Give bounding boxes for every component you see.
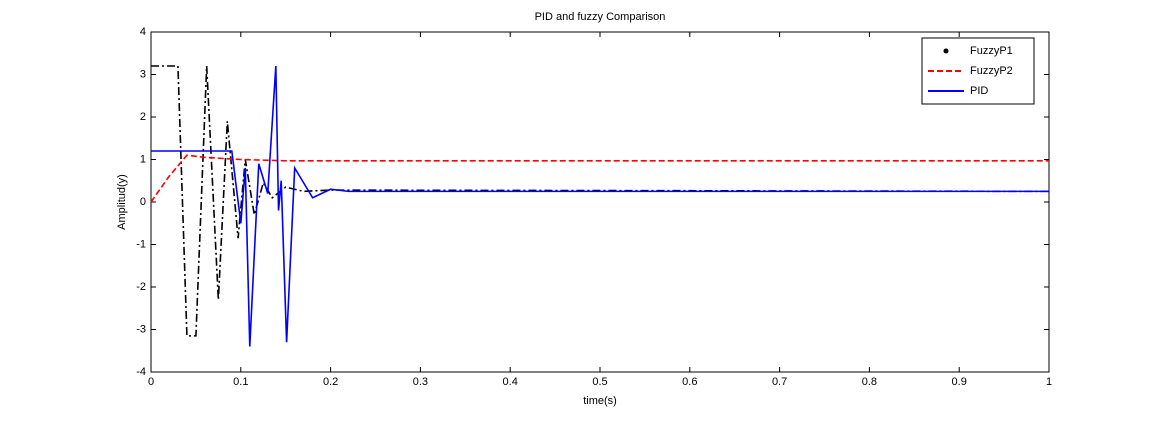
y-axis-label: Amplitud(y) (116, 174, 128, 230)
legend-marker (943, 48, 949, 54)
x-tick-label: 0.3 (413, 376, 428, 388)
plot-area (150, 31, 1050, 373)
x-tick-label: 0.4 (503, 376, 518, 388)
x-tick-label: 0.9 (952, 376, 967, 388)
legend-label: FuzzyP1 (970, 45, 1013, 57)
series-line (150, 154, 1049, 203)
x-tick-label: 0 (148, 376, 154, 388)
y-tick-label: 0 (140, 196, 146, 208)
x-tick-label: 0.6 (682, 376, 697, 388)
x-tick-label: 1 (1046, 376, 1052, 388)
x-tick-label: 0.1 (233, 376, 248, 388)
series-line (151, 65, 1050, 337)
y-tick-label: 4 (140, 26, 146, 38)
y-tick-label: -4 (136, 366, 146, 378)
legend-label: PID (970, 85, 988, 97)
chart-title: PID and fuzzy Comparison (535, 11, 666, 23)
x-axis-label: time(s) (583, 395, 617, 407)
legend-label: FuzzyP2 (970, 65, 1013, 77)
x-tick-label: 0.8 (862, 376, 877, 388)
x-tick-label: 0.7 (772, 376, 787, 388)
y-tick-label: 3 (140, 68, 146, 80)
x-tick-label: 0.5 (592, 376, 607, 388)
series-line (151, 65, 1049, 347)
y-tick-label: -1 (136, 238, 146, 250)
x-tick-label: 0.2 (323, 376, 338, 388)
y-tick-label: 1 (140, 153, 146, 165)
y-tick-label: 2 (140, 111, 146, 123)
y-tick-label: -2 (136, 281, 146, 293)
y-tick-label: -3 (136, 323, 146, 335)
